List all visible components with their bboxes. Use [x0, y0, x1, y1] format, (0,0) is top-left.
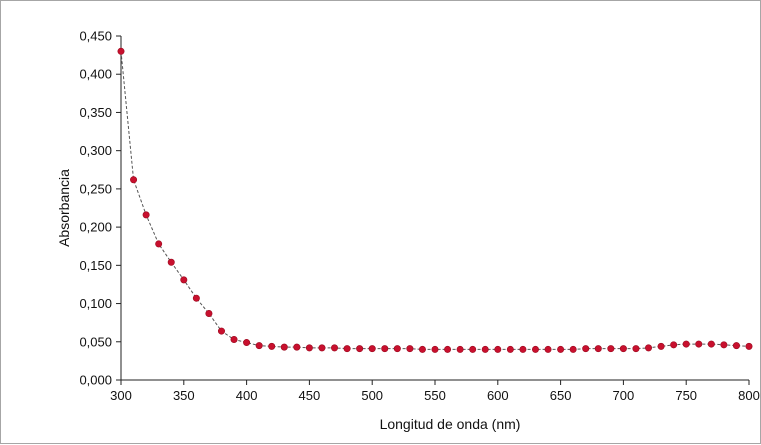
- x-tick-label: 750: [675, 388, 697, 403]
- data-point: [381, 345, 389, 353]
- data-point: [481, 345, 489, 353]
- data-point: [707, 340, 715, 348]
- data-point: [607, 345, 615, 353]
- data-point: [117, 47, 125, 55]
- x-tick-label: 450: [299, 388, 321, 403]
- data-point: [582, 345, 590, 353]
- data-point: [544, 345, 552, 353]
- data-point: [318, 344, 326, 352]
- y-tick-label: 0,000: [79, 373, 112, 388]
- data-point: [720, 341, 728, 349]
- data-point: [268, 342, 276, 350]
- data-point: [393, 345, 401, 353]
- data-point: [519, 345, 527, 353]
- data-point: [732, 342, 740, 350]
- series-line: [120, 51, 750, 350]
- data-point: [180, 276, 188, 284]
- y-axis-title: Absorbancia: [56, 169, 72, 247]
- data-point: [368, 345, 376, 353]
- x-tick-label: 350: [173, 388, 195, 403]
- data-point: [456, 345, 464, 353]
- x-tick-label: 700: [613, 388, 635, 403]
- data-point: [506, 345, 514, 353]
- data-point: [230, 335, 238, 343]
- data-point: [280, 343, 288, 351]
- data-point: [167, 258, 175, 266]
- data-point: [745, 342, 753, 350]
- data-point: [531, 345, 539, 353]
- data-point: [130, 176, 138, 184]
- data-point: [682, 340, 690, 348]
- x-axis-title: Longitud de onda (nm): [380, 416, 521, 432]
- y-tick-label: 0,400: [79, 67, 112, 82]
- data-point: [331, 344, 339, 352]
- x-tick-label: 400: [236, 388, 258, 403]
- data-point: [356, 345, 364, 353]
- x-tick-label: 500: [361, 388, 383, 403]
- chart-plot-area: [117, 47, 753, 353]
- chart-axes: [120, 36, 749, 381]
- data-point: [343, 345, 351, 353]
- data-point: [569, 345, 577, 353]
- data-point: [155, 240, 163, 248]
- data-point: [619, 345, 627, 353]
- y-tick-label: 0,250: [79, 181, 112, 196]
- y-tick-label: 0,050: [79, 334, 112, 349]
- data-point: [142, 211, 150, 219]
- data-point: [217, 327, 225, 335]
- y-tick-label: 0,300: [79, 143, 112, 158]
- data-point: [255, 342, 263, 350]
- y-tick-label: 0,100: [79, 296, 112, 311]
- data-point: [645, 344, 653, 352]
- data-point: [243, 339, 251, 347]
- data-point: [632, 345, 640, 353]
- data-point: [557, 345, 565, 353]
- data-point: [293, 343, 301, 351]
- data-point: [192, 294, 200, 302]
- x-tick-label: 800: [738, 388, 760, 403]
- data-point: [205, 309, 213, 317]
- data-point: [431, 345, 439, 353]
- chart-ticks: 0,000 0,050 0,100 0,150 0,200 0,250 0,300 0,350…: [79, 29, 759, 404]
- data-point: [657, 342, 665, 350]
- data-point: [406, 345, 414, 353]
- data-point: [695, 340, 703, 348]
- data-point: [444, 345, 452, 353]
- y-tick-label: 0,200: [79, 220, 112, 235]
- x-tick-label: 550: [424, 388, 446, 403]
- y-tick-label: 0,150: [79, 258, 112, 273]
- y-tick-label: 0,450: [79, 29, 112, 44]
- x-tick-label: 300: [110, 388, 132, 403]
- data-point: [594, 345, 602, 353]
- data-point: [305, 344, 313, 352]
- x-tick-label: 650: [550, 388, 572, 403]
- data-point: [469, 345, 477, 353]
- data-point: [670, 341, 678, 349]
- x-tick-label: 600: [487, 388, 509, 403]
- data-point: [418, 345, 426, 353]
- data-point: [494, 345, 502, 353]
- y-tick-label: 0,350: [79, 105, 112, 120]
